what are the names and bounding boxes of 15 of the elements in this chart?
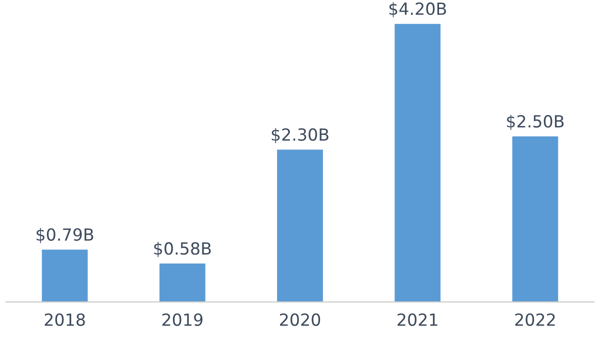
bar	[159, 264, 206, 302]
bar	[277, 150, 323, 302]
x-tick-label: 2021	[398, 313, 438, 326]
x-tick-label: 2019	[162, 313, 202, 326]
x-tick-label: 2018	[44, 313, 85, 326]
data-label: $0.79B	[36, 228, 94, 244]
bar	[42, 250, 88, 302]
data-label: $2.50B	[507, 114, 564, 130]
data-label: $2.30B	[272, 128, 328, 144]
x-tick-label: 2022	[515, 313, 555, 326]
data-label: $0.58B	[154, 242, 211, 257]
x-tick-label: 2020	[280, 313, 320, 326]
data-label: $4.20B	[389, 2, 446, 18]
bar	[394, 24, 441, 302]
bar	[512, 136, 558, 302]
